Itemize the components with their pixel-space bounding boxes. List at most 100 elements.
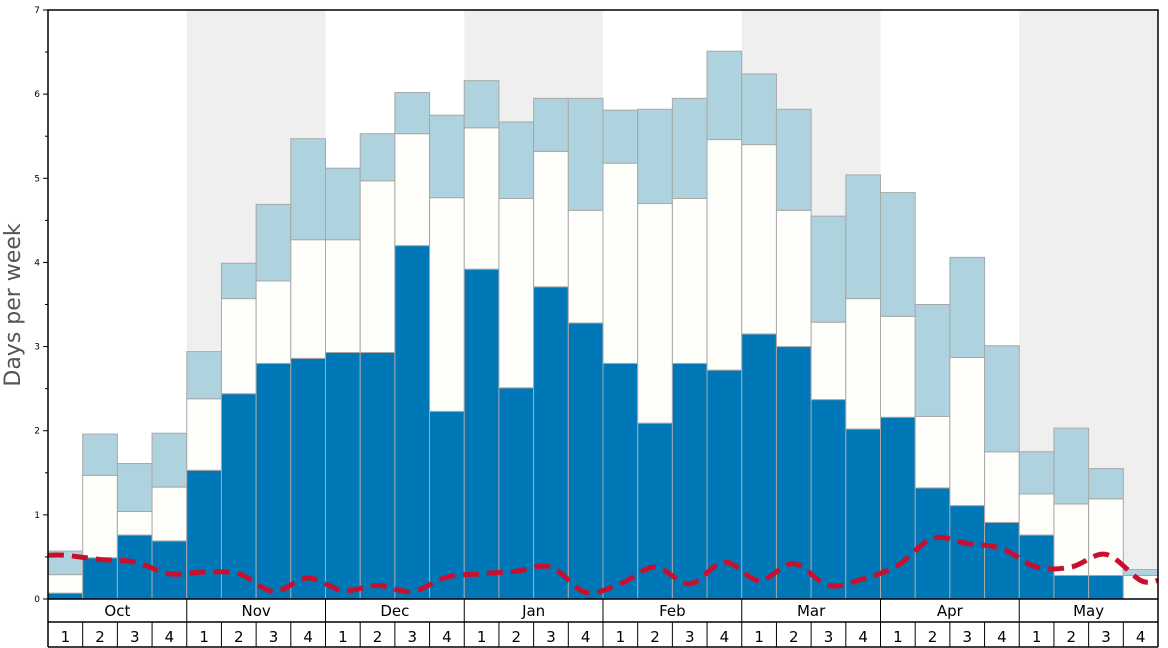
bar-series3-week-21	[741, 73, 777, 146]
bar-series1-week-19	[671, 362, 708, 600]
week-label: 3	[269, 628, 279, 646]
bar-series2-week-18	[637, 203, 673, 424]
bar-series2-week-23	[810, 321, 847, 401]
bar-series2-week-27	[949, 357, 986, 507]
bar-series1-week-23	[810, 399, 847, 600]
week-label: 4	[997, 628, 1007, 646]
bar-series3-week-7	[255, 203, 292, 282]
bar-series3-week-24	[845, 174, 881, 300]
bar-series3-week-15	[533, 97, 569, 152]
month-label-nov: Nov	[241, 602, 270, 620]
bar-series2-week-26	[914, 415, 951, 489]
week-label: 3	[824, 628, 834, 646]
week-label: 4	[165, 628, 175, 646]
bar-series3-week-8	[290, 138, 326, 241]
week-label: 2	[373, 628, 383, 646]
month-label-feb: Feb	[659, 602, 686, 620]
bar-series3-week-6	[220, 262, 257, 300]
bar-series2-week-1	[47, 574, 84, 594]
bars	[47, 50, 1159, 600]
week-label: 4	[858, 628, 868, 646]
bar-series3-week-31	[1088, 468, 1124, 500]
week-label: 2	[95, 628, 105, 646]
week-label: 1	[199, 628, 209, 646]
week-label: 1	[338, 628, 348, 646]
bar-series3-week-20	[706, 50, 743, 141]
bar-series2-week-12	[429, 197, 465, 412]
bar-series2-week-7	[255, 280, 292, 364]
bar-series2-week-10	[359, 180, 396, 353]
bar-series3-week-14	[498, 121, 535, 199]
y-tick-label: 0	[34, 595, 40, 605]
bar-series1-week-31	[1088, 574, 1124, 600]
bar-series3-week-9	[325, 167, 361, 241]
bar-series3-week-4	[151, 432, 188, 488]
bar-series1-week-28	[984, 521, 1020, 600]
week-label: 2	[789, 628, 799, 646]
bar-series1-week-7	[255, 362, 292, 600]
bar-series2-week-6	[220, 298, 257, 395]
week-label: 3	[407, 628, 417, 646]
week-label: 4	[303, 628, 313, 646]
month-label-apr: Apr	[937, 602, 964, 620]
y-tick-label: 7	[34, 6, 40, 16]
week-label: 3	[130, 628, 140, 646]
bar-series2-week-13	[463, 127, 500, 270]
bar-series1-week-8	[290, 357, 326, 600]
axes: 0 1 2 3 4 5 6 7 Oct Nov Dec Jan Feb Mar Apr May 1 2 3 4 1 2 3 4…	[34, 6, 1159, 648]
month-label-may: May	[1073, 602, 1104, 620]
bar-series2-week-21	[741, 144, 777, 335]
bar-series1-week-13	[463, 268, 500, 600]
bar-series3-week-29	[1018, 451, 1055, 495]
bar-series1-week-9	[325, 351, 361, 600]
week-label: 2	[1067, 628, 1077, 646]
bar-series1-week-14	[498, 387, 535, 600]
bar-series3-week-3	[116, 463, 153, 512]
bar-series2-week-14	[498, 197, 535, 389]
bar-series2-week-3	[116, 510, 153, 536]
week-label: 3	[546, 628, 556, 646]
month-label-oct: Oct	[104, 602, 130, 620]
bar-series2-week-22	[775, 209, 812, 348]
bar-series2-week-15	[533, 150, 569, 288]
bar-series3-week-2	[82, 433, 118, 476]
bar-series1-week-5	[186, 469, 222, 600]
bar-series2-week-5	[186, 398, 222, 471]
week-label: 3	[685, 628, 695, 646]
bar-series1-week-2	[82, 557, 118, 600]
week-label: 1	[1032, 628, 1042, 646]
bar-series3-week-11	[394, 91, 431, 135]
week-label: 4	[1136, 628, 1146, 646]
bar-series2-week-16	[567, 209, 604, 324]
y-tick-label: 4	[34, 258, 40, 268]
bar-series1-week-15	[533, 286, 569, 600]
bar-series3-week-26	[914, 304, 951, 417]
y-tick-label: 5	[34, 174, 40, 184]
bar-series2-week-8	[290, 239, 326, 359]
y-tick-label: 1	[34, 511, 40, 521]
bar-series3-week-13	[463, 80, 500, 129]
week-label: 2	[650, 628, 660, 646]
bar-series2-week-19	[671, 197, 708, 364]
bar-series3-week-16	[567, 97, 604, 211]
bar-series1-week-30	[1053, 574, 1090, 600]
month-label-dec: Dec	[380, 602, 409, 620]
bar-series1-week-12	[429, 410, 465, 600]
bar-series1-week-11	[394, 245, 431, 600]
bar-series3-week-18	[637, 108, 673, 205]
bar-series3-week-5	[186, 351, 222, 400]
bar-series3-week-12	[429, 114, 465, 199]
week-label: 2	[512, 628, 522, 646]
week-label: 3	[1101, 628, 1111, 646]
bar-series2-week-29	[1018, 493, 1055, 536]
week-label: 1	[477, 628, 487, 646]
bar-series3-week-30	[1053, 427, 1090, 505]
bar-series3-week-19	[671, 97, 708, 199]
y-axis-label: Days per week	[1, 223, 26, 386]
bar-series1-week-22	[775, 346, 812, 600]
y-tick-label: 6	[34, 90, 40, 100]
bar-series3-week-27	[949, 256, 986, 359]
bar-series3-week-10	[359, 133, 396, 182]
week-label: 2	[928, 628, 938, 646]
